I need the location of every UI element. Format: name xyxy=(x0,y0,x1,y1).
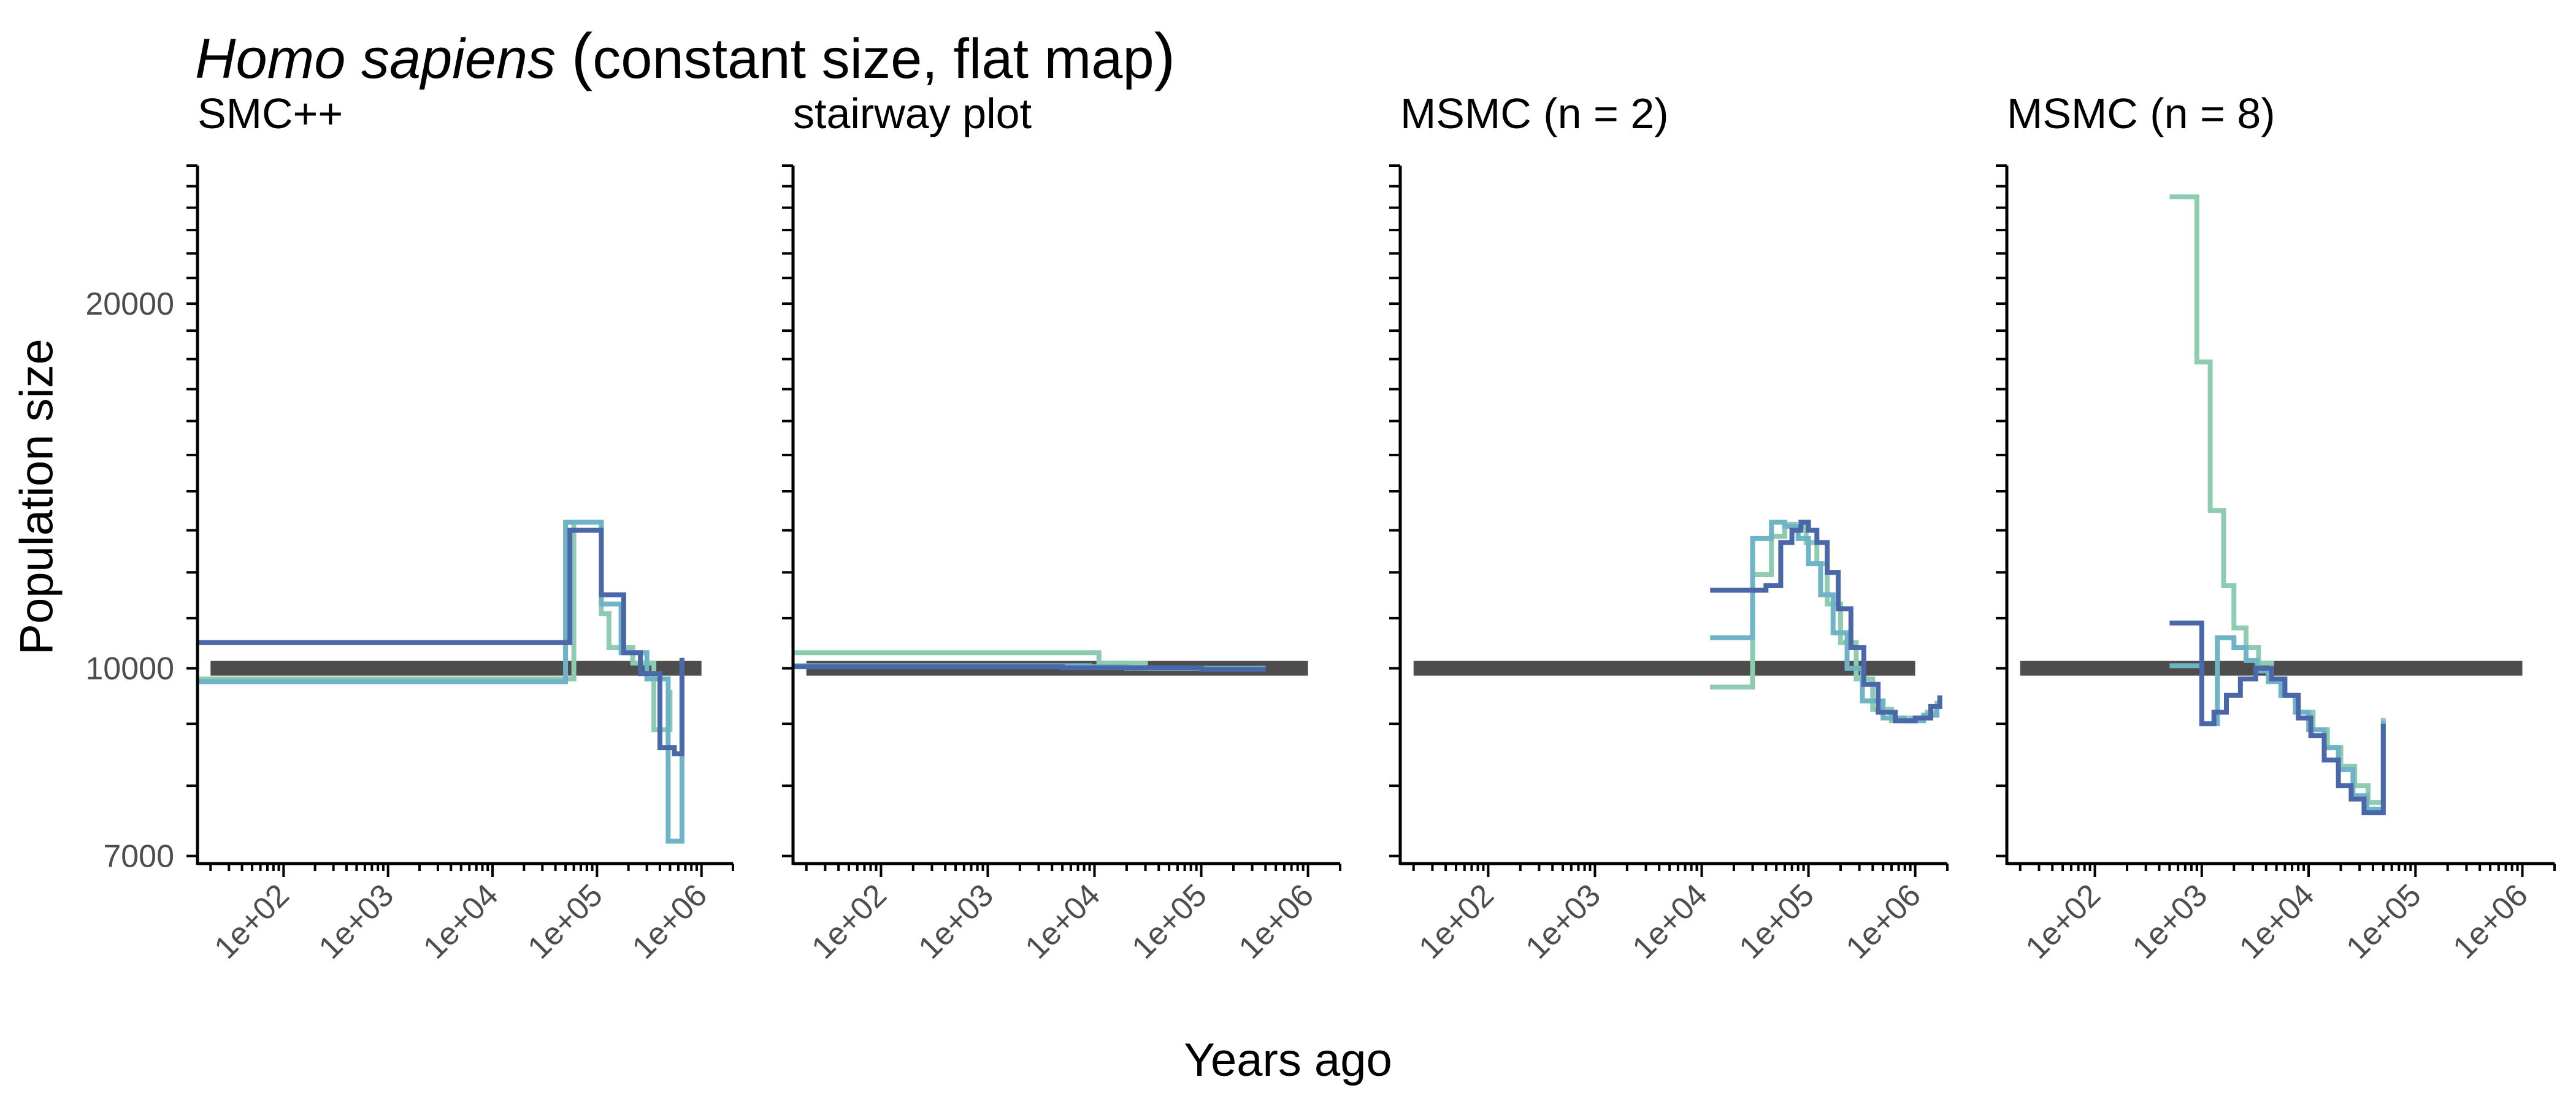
facet-title-msmc2: MSMC (n = 2) xyxy=(1400,90,1669,137)
x-tick-label: 1e+03 xyxy=(912,877,1000,965)
facet-title-msmc8: MSMC (n = 8) xyxy=(2007,90,2275,137)
series-line-2 xyxy=(1710,519,1940,724)
x-tick-label: 1e+04 xyxy=(1019,877,1107,965)
x-tick-label: 1e+05 xyxy=(1125,877,1214,965)
x-tick-label: 1e+03 xyxy=(2126,877,2214,965)
title-species: Homo sapiens xyxy=(195,28,556,90)
series-line-3 xyxy=(1710,519,1942,724)
figure-title: Homo sapiens (constant size, flat map) xyxy=(195,20,1175,93)
x-tick-label: 1e+06 xyxy=(626,877,714,965)
x-tick-label: 1e+05 xyxy=(521,877,610,965)
series-line-2 xyxy=(2169,635,2386,812)
title-open-paren: ( xyxy=(571,21,593,92)
y-axis-label: Population size xyxy=(10,339,63,655)
x-tick-label: 1e+05 xyxy=(2340,877,2428,965)
x-tick-label: 1e+06 xyxy=(2447,877,2535,965)
y-tick-label: 20000 xyxy=(85,286,174,322)
facet-title-smcpp: SMC++ xyxy=(197,90,343,137)
x-tick-label: 1e+05 xyxy=(1733,877,1821,965)
series-line-3 xyxy=(2169,620,2386,816)
x-tick-label: 1e+04 xyxy=(1626,877,1714,965)
series-line-2 xyxy=(197,519,684,844)
x-tick-label: 1e+02 xyxy=(208,877,296,965)
y-tick-label: 10000 xyxy=(85,651,174,687)
x-tick-label: 1e+04 xyxy=(416,877,505,965)
facet-title-stairway: stairway plot xyxy=(793,90,1032,137)
y-tick-label: 7000 xyxy=(103,839,174,875)
series-line-3 xyxy=(197,527,684,757)
series-line-1 xyxy=(1710,521,1940,724)
x-tick-label: 1e+03 xyxy=(312,877,401,965)
x-tick-label: 1e+04 xyxy=(2233,877,2321,965)
x-axis-label: Years ago xyxy=(1184,1034,1392,1086)
series-line-3 xyxy=(793,664,1266,672)
x-tick-label: 1e+06 xyxy=(1232,877,1321,965)
title-close-paren: ) xyxy=(1154,21,1176,92)
x-tick-label: 1e+02 xyxy=(805,877,894,965)
x-tick-label: 1e+02 xyxy=(1413,877,1501,965)
x-tick-label: 1e+03 xyxy=(1519,877,1608,965)
title-detail: constant size, flat map xyxy=(592,28,1154,90)
x-tick-label: 1e+06 xyxy=(1839,877,1928,965)
x-tick-label: 1e+02 xyxy=(2019,877,2107,965)
